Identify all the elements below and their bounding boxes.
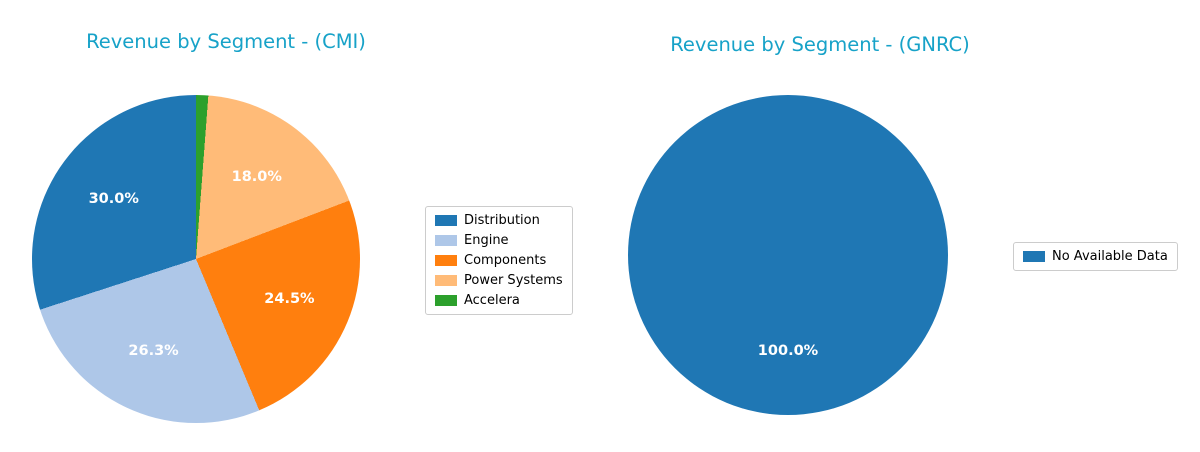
legend-gnrc: No Available Data — [1013, 242, 1178, 271]
pie-percent-label: 18.0% — [231, 169, 282, 186]
pie-gnrc — [628, 95, 948, 415]
pie-percent-label: 24.5% — [264, 291, 315, 308]
legend-cmi: Distribution Engine Components Power System… — [425, 206, 573, 315]
chart-title-gnrc: Revenue by Segment - (GNRC) — [670, 33, 970, 56]
legend-swatch — [435, 215, 457, 226]
legend-label: Distribution — [464, 213, 540, 228]
legend-item: Engine — [435, 233, 563, 248]
legend-swatch — [435, 295, 457, 306]
legend-label: No Available Data — [1052, 249, 1168, 264]
legend-swatch — [435, 255, 457, 266]
legend-label: Engine — [464, 233, 509, 248]
chart-title-cmi: Revenue by Segment - (CMI) — [86, 30, 366, 53]
pie-cmi — [32, 95, 360, 423]
legend-swatch — [435, 275, 457, 286]
pie-percent-label: 30.0% — [88, 191, 139, 208]
legend-swatch — [1023, 251, 1045, 262]
legend-label: Accelera — [464, 293, 520, 308]
legend-swatch — [435, 235, 457, 246]
legend-item: Accelera — [435, 293, 563, 308]
legend-label: Power Systems — [464, 273, 563, 288]
legend-label: Components — [464, 253, 547, 268]
legend-item: Distribution — [435, 213, 563, 228]
legend-item: No Available Data — [1023, 249, 1168, 264]
pie-percent-label: 26.3% — [128, 343, 179, 360]
legend-item: Power Systems — [435, 273, 563, 288]
pie-percent-label: 100.0% — [757, 343, 819, 359]
legend-item: Components — [435, 253, 563, 268]
